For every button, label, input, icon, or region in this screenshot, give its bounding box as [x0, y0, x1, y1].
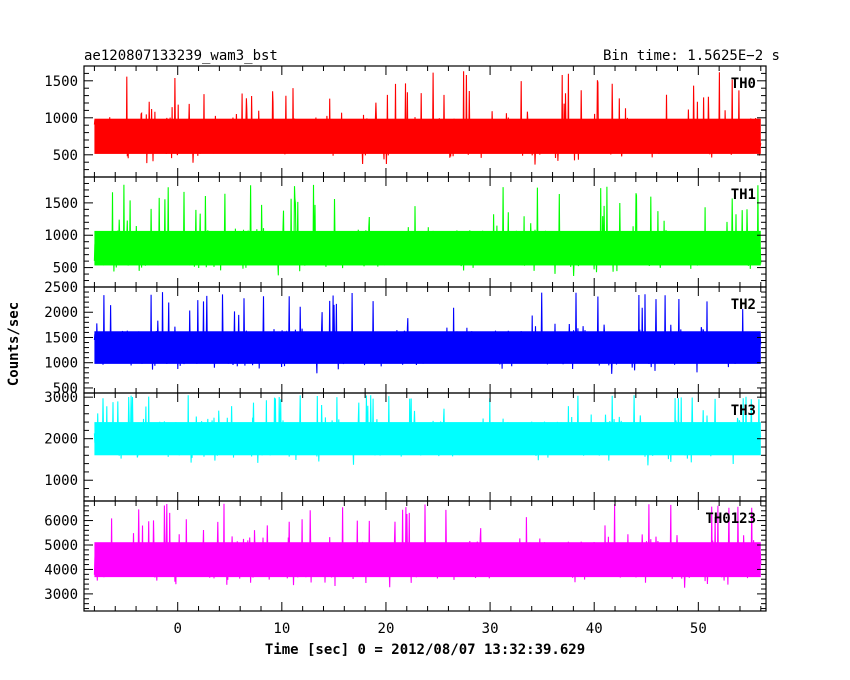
panel-frame-th0123 [83, 500, 767, 612]
x-tick-label: 10 [273, 621, 290, 637]
y-tick-label-th1: 500 [53, 261, 78, 277]
series-line-th0 [93, 71, 762, 165]
x-tick-label: 40 [586, 621, 603, 637]
series-line-th2 [93, 292, 762, 374]
panel-label-th0123: TH0123 [705, 511, 756, 527]
y-tick-label-th2: 2000 [44, 305, 78, 321]
series-line-th3 [93, 395, 762, 466]
x-tick-label: 30 [482, 621, 499, 637]
y-tick-label-th1: 1000 [44, 228, 78, 244]
x-axis-label: Time [sec] 0 = 2012/08/07 13:32:39.629 [265, 642, 585, 658]
y-tick-label-th0123: 3000 [44, 587, 78, 603]
chart-title: ae120807133239_wam3_bst [84, 48, 278, 64]
y-tick-label-th2: 2500 [44, 280, 78, 296]
y-tick-label-th0: 1000 [44, 111, 78, 127]
y-tick-label-th2: 1000 [44, 356, 78, 372]
bin-time-label: Bin time: 1.5625E−2 s [603, 48, 780, 64]
y-tick-label-th3: 1000 [44, 473, 78, 489]
y-tick-label-th2: 1500 [44, 330, 78, 346]
panel-label-th2: TH2 [731, 297, 756, 313]
y-tick-label-th3: 3000 [44, 390, 78, 406]
y-tick-label-th0123: 6000 [44, 514, 78, 530]
y-tick-label-th0: 1500 [44, 74, 78, 90]
y-tick-label-th1: 1500 [44, 196, 78, 212]
panel-label-th3: TH3 [731, 403, 756, 419]
panel-th0: 500 1000 1500 TH0 [44, 65, 767, 178]
panel-th0123: 3000 4000 5000 6000 TH0123 [44, 500, 767, 612]
x-tick-label: 0 [173, 621, 181, 637]
x-tick-label: 20 [378, 621, 395, 637]
y-tick-label-th3: 2000 [44, 432, 78, 448]
panel-th3: 1000 2000 3000 TH3 [44, 390, 767, 502]
series-line-th1 [93, 184, 762, 277]
y-tick-label-th0: 500 [53, 148, 78, 164]
panel-label-th1: TH1 [731, 187, 756, 203]
panel-label-th0: TH0 [731, 76, 756, 92]
y-tick-label-th0123: 4000 [44, 562, 78, 578]
panel-th2: 500 1000 1500 2000 2500 TH2 [44, 280, 767, 397]
y-axis-label: Counts/sec [6, 302, 22, 386]
x-tick-label: 50 [690, 621, 707, 637]
series-line-th0123 [93, 503, 762, 588]
y-tick-label-th0123: 5000 [44, 538, 78, 554]
y-tick-label-th2: 500 [53, 381, 78, 397]
panel-th1: 500 1000 1500 TH1 [44, 176, 767, 288]
